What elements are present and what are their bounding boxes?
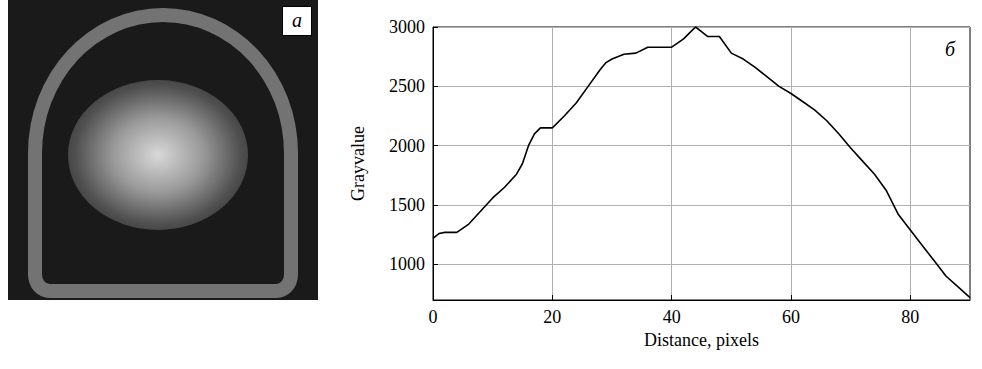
svg-text:40: 40 — [663, 307, 681, 327]
svg-text:б: б — [945, 38, 956, 60]
svg-text:Distance, pixels: Distance, pixels — [644, 330, 759, 350]
svg-text:1500: 1500 — [389, 195, 425, 215]
svg-text:Grayvalue: Grayvalue — [348, 126, 368, 201]
html-text:a: a — [292, 9, 302, 31]
svg-text:3000: 3000 — [389, 17, 425, 37]
svg-text:20: 20 — [543, 307, 561, 327]
svg-text:2000: 2000 — [389, 136, 425, 156]
svg-text:2500: 2500 — [389, 76, 425, 96]
svg-text:0: 0 — [429, 307, 438, 327]
svg-text:60: 60 — [782, 307, 800, 327]
svg-text:80: 80 — [901, 307, 919, 327]
svg-text:1000: 1000 — [389, 254, 425, 274]
